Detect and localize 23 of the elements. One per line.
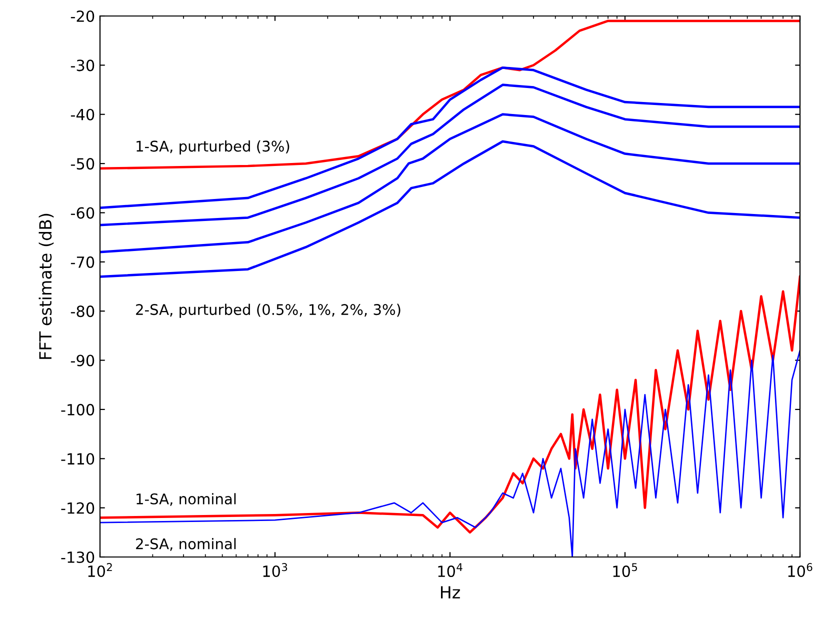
y-tick-label: -90 [70, 354, 94, 366]
annotation: 1-SA, purturbed (3%) [136, 140, 290, 155]
y-tick-label: -40 [70, 108, 94, 120]
y-tick-label: -100 [61, 404, 94, 416]
annotation: 1-SA, nominal [136, 493, 236, 506]
y-tick-label: -120 [61, 502, 94, 514]
y-tick-label: -60 [70, 207, 94, 219]
y-tick-label: -20 [70, 10, 94, 22]
y-axis-title: FFT estimate (dB) [38, 214, 54, 359]
y-tick-label: -30 [70, 60, 94, 72]
annotation: 2-SA, purturbed (0.5%, 1%, 2%, 3%) [136, 304, 400, 318]
y-tick-label: -130 [61, 551, 94, 564]
x-tick-label: 10$^{6}$ [788, 563, 812, 578]
x-tick-label: 10$^{2}$ [88, 563, 112, 578]
y-tick-label: -80 [70, 306, 94, 318]
x-axis-title: Hz [440, 586, 460, 598]
annotation: 2-SA, nominal [136, 538, 236, 551]
x-tick-label: 10$^{4}$ [438, 563, 462, 578]
x-tick-label: 10$^{3}$ [263, 563, 288, 578]
y-tick-label: -70 [70, 256, 94, 268]
y-tick-label: -50 [70, 158, 94, 170]
x-tick-label: 10$^{5}$ [613, 563, 638, 578]
y-tick-label: -110 [61, 453, 94, 465]
